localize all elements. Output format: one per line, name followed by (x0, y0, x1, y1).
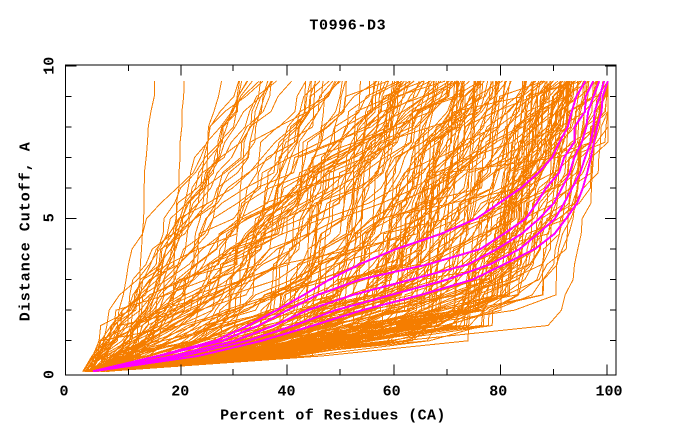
svg-text:0: 0 (59, 383, 68, 400)
svg-text:100: 100 (595, 383, 622, 400)
svg-text:60: 60 (383, 383, 401, 400)
svg-text:80: 80 (489, 383, 507, 400)
svg-text:20: 20 (171, 383, 189, 400)
svg-text:10: 10 (42, 57, 59, 75)
svg-text:T0996-D3: T0996-D3 (309, 18, 386, 35)
svg-text:40: 40 (277, 383, 295, 400)
svg-text:5: 5 (42, 213, 59, 222)
svg-text:0: 0 (42, 370, 59, 379)
svg-text:Percent of Residues (CA): Percent of Residues (CA) (220, 408, 446, 425)
svg-text:Distance Cutoff, A: Distance Cutoff, A (18, 141, 35, 321)
